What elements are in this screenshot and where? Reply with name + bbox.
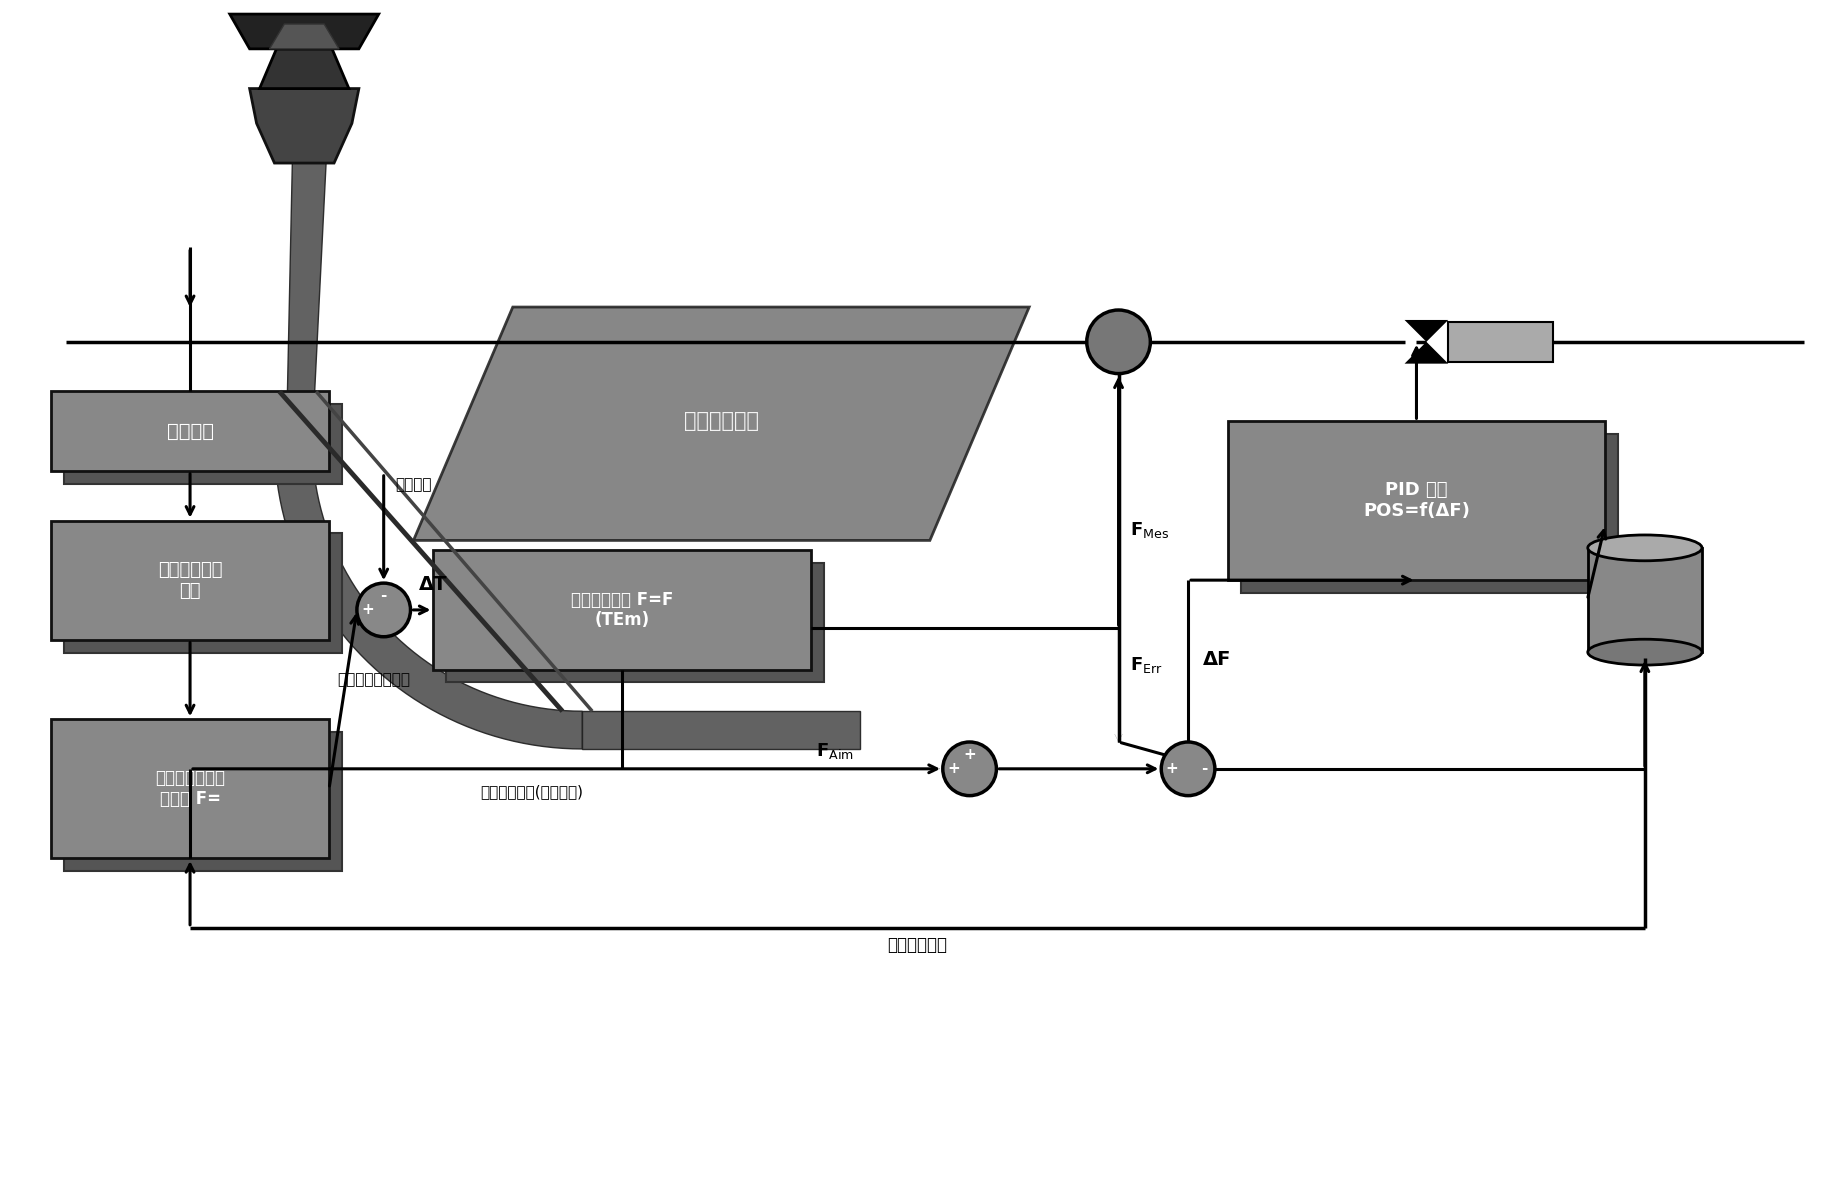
- Text: +: +: [946, 761, 959, 776]
- Polygon shape: [286, 163, 326, 442]
- Polygon shape: [414, 307, 1028, 540]
- FancyBboxPatch shape: [64, 534, 341, 653]
- Polygon shape: [1404, 320, 1447, 342]
- Text: 实际温度: 实际温度: [396, 476, 432, 492]
- Polygon shape: [582, 712, 860, 749]
- Ellipse shape: [1586, 640, 1701, 665]
- Text: -: -: [1200, 761, 1207, 776]
- Polygon shape: [1404, 342, 1447, 364]
- Polygon shape: [270, 24, 339, 49]
- Ellipse shape: [1087, 310, 1150, 373]
- Text: 基于拉速的流量
设定值 F=: 基于拉速的流量 设定值 F=: [155, 769, 224, 808]
- Text: 板坯控制模型: 板坯控制模型: [684, 412, 758, 431]
- Text: -: -: [381, 588, 386, 602]
- Text: 生命周期速度
计算: 生命周期速度 计算: [159, 560, 222, 600]
- FancyBboxPatch shape: [64, 404, 341, 484]
- Text: ΔF: ΔF: [1203, 649, 1231, 668]
- Text: F$_{\rm Mes}$: F$_{\rm Mes}$: [1130, 521, 1169, 540]
- Text: PID 运算
POS=f(ΔF): PID 运算 POS=f(ΔF): [1362, 481, 1469, 520]
- FancyBboxPatch shape: [64, 732, 341, 871]
- FancyBboxPatch shape: [51, 391, 328, 470]
- Circle shape: [1161, 742, 1214, 796]
- Text: +: +: [1165, 761, 1178, 776]
- Polygon shape: [273, 442, 582, 749]
- FancyBboxPatch shape: [1447, 322, 1551, 361]
- FancyBboxPatch shape: [1227, 421, 1604, 580]
- FancyBboxPatch shape: [51, 521, 328, 640]
- FancyBboxPatch shape: [1586, 548, 1701, 652]
- Text: F$_{\rm Aim}$: F$_{\rm Aim}$: [815, 740, 853, 761]
- FancyBboxPatch shape: [51, 719, 328, 858]
- Circle shape: [357, 583, 410, 637]
- Text: +: +: [963, 746, 975, 762]
- Ellipse shape: [1586, 535, 1701, 560]
- FancyBboxPatch shape: [434, 551, 809, 670]
- Circle shape: [942, 742, 995, 796]
- Text: ΔT: ΔT: [417, 575, 447, 594]
- Text: 拉速温度曲线(目标温度): 拉速温度曲线(目标温度): [479, 785, 583, 799]
- Text: 各冷却区实际温度: 各冷却区实际温度: [337, 672, 410, 686]
- FancyBboxPatch shape: [1240, 434, 1617, 593]
- Polygon shape: [259, 49, 348, 89]
- Polygon shape: [230, 14, 379, 49]
- Polygon shape: [250, 89, 359, 163]
- Text: 板坯跟踪: 板坯跟踪: [166, 421, 213, 440]
- Text: +: +: [361, 602, 374, 618]
- FancyBboxPatch shape: [447, 563, 824, 683]
- Text: 拉速流量曲线: 拉速流量曲线: [888, 936, 946, 954]
- Text: 流真温度补偿 F=F
(TEm): 流真温度补偿 F=F (TEm): [571, 590, 673, 629]
- Text: F$_{\rm Err}$: F$_{\rm Err}$: [1130, 654, 1163, 674]
